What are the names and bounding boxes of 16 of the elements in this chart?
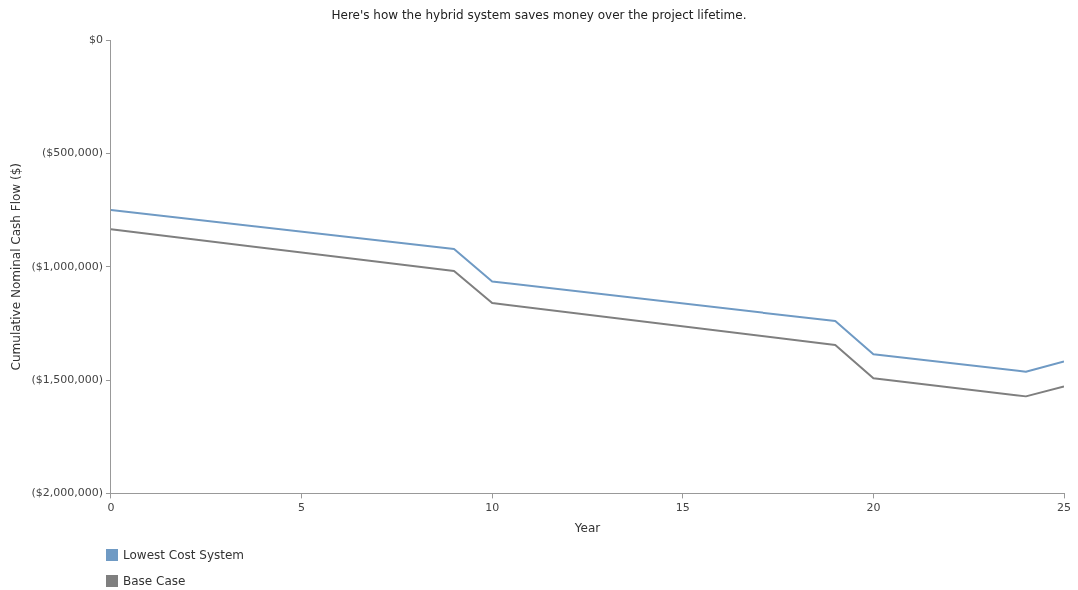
x-tick-label: 25 (1057, 500, 1071, 514)
legend-label: Lowest Cost System (123, 548, 245, 562)
y-tick-label: ($1,000,000) (31, 259, 103, 273)
y-axis-title: Cumulative Nominal Cash Flow ($) (9, 163, 24, 371)
x-tick-label: 20 (866, 500, 881, 514)
y-tick-label: $0 (88, 32, 103, 46)
x-tick-label: 0 (107, 500, 115, 514)
x-tick-label: 15 (675, 500, 690, 514)
y-tick-label: ($500,000) (41, 146, 103, 160)
x-axis-title: Year (573, 520, 601, 535)
y-tick-label: ($1,500,000) (31, 372, 103, 386)
chart-title: Here's how the hybrid system saves money over the project lifetime. (330, 8, 748, 22)
x-tick-label: 10 (485, 500, 500, 514)
y-tick-label: ($2,000,000) (31, 486, 103, 500)
x-tick-label: 5 (298, 500, 306, 514)
legend-label: Base Case (123, 574, 186, 588)
